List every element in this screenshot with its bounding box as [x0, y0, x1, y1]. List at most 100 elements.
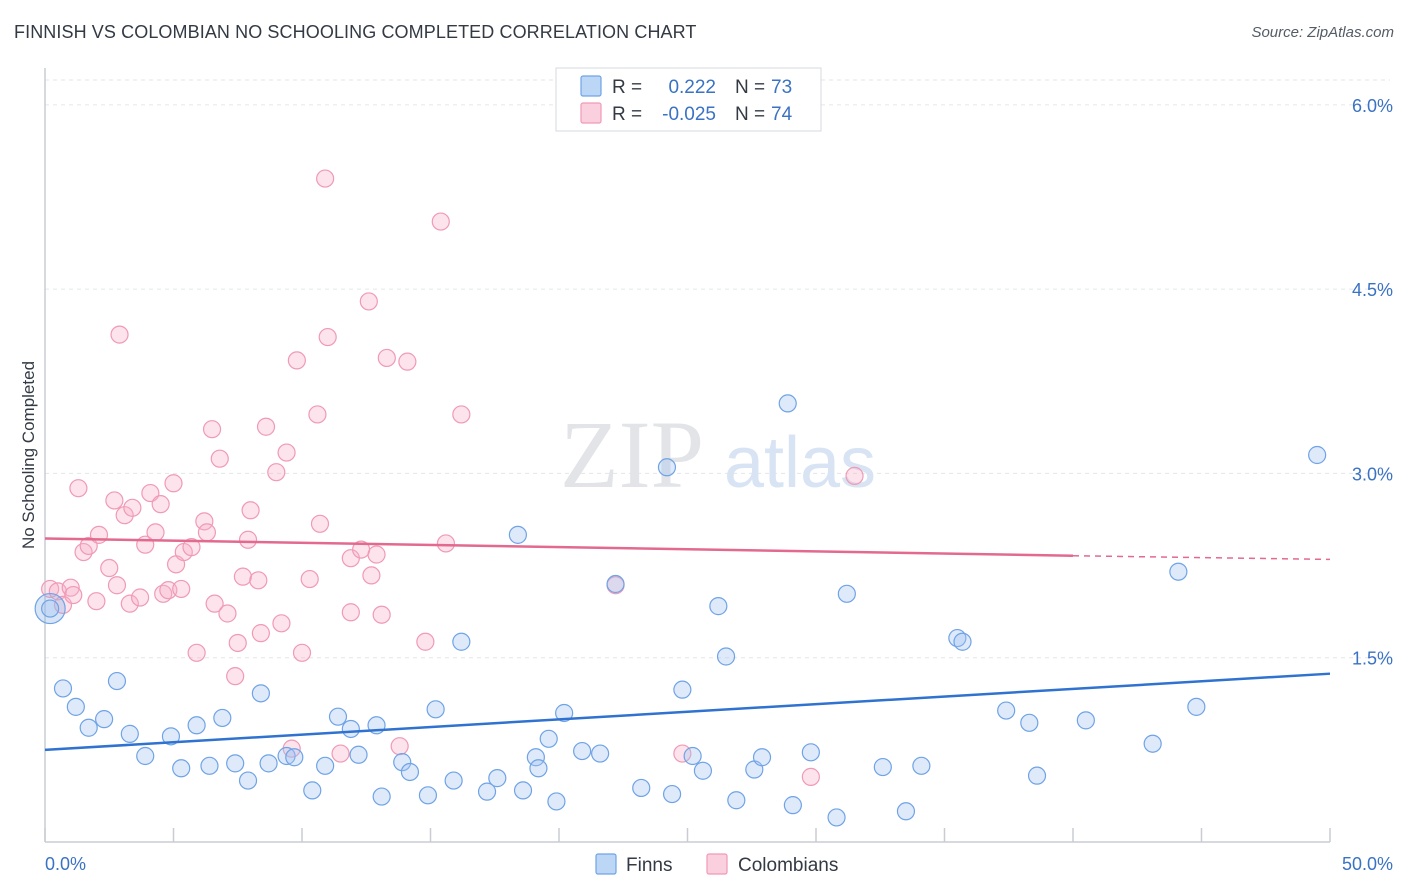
legend-swatch-finns	[580, 75, 602, 97]
colombians-point	[69, 479, 88, 498]
chart-title: FINNISH VS COLOMBIAN NO SCHOOLING COMPLE…	[14, 22, 697, 42]
finns-point	[873, 757, 892, 777]
legend-r-value-colombians: -0.025	[662, 104, 716, 125]
colombians-point	[105, 491, 124, 510]
colombians-points	[41, 169, 864, 786]
legend-bottom: Finns Colombians	[595, 853, 838, 876]
finns-point	[912, 756, 931, 775]
finns-point	[693, 761, 713, 780]
finns-point	[837, 584, 856, 603]
legend-n-value-colombians: 74	[771, 104, 793, 125]
finns-point	[303, 781, 322, 800]
colombians-point	[801, 767, 820, 786]
finns-point	[1308, 445, 1327, 465]
finns-point	[213, 708, 232, 728]
finns-point	[547, 792, 566, 811]
finns-point	[953, 632, 972, 651]
colombians-point	[372, 605, 391, 624]
colombians-point	[123, 498, 142, 517]
y-tick-label: 4.5%	[1352, 280, 1393, 300]
colombians-point	[146, 523, 165, 542]
finns-point	[426, 700, 445, 719]
finns-point	[657, 458, 677, 477]
finns-point	[452, 632, 471, 651]
finns-point	[573, 741, 592, 761]
watermark-zip: ZIP	[560, 401, 704, 508]
legend-bottom-label-colombians: Colombians	[738, 855, 838, 876]
finns-point	[727, 791, 746, 810]
colombians-point	[226, 667, 245, 686]
legend-r-value-finns: 0.222	[668, 77, 716, 98]
colombians-point	[377, 348, 396, 368]
colombians-point	[151, 495, 170, 514]
finns-point	[341, 719, 360, 739]
colombians-point	[164, 474, 183, 493]
chart-source: Source: ZipAtlas.com	[1251, 24, 1394, 41]
finns-point	[200, 756, 219, 775]
colombians-point	[398, 352, 417, 371]
finns-point	[79, 718, 98, 737]
finns-point	[896, 802, 916, 821]
finns-point-cluster	[34, 592, 66, 625]
colombians-point	[300, 569, 319, 589]
colombians-point	[267, 463, 286, 482]
colombians-point	[218, 604, 237, 623]
legend-bottom-label-finns: Finns	[626, 855, 672, 876]
finns-point	[801, 743, 820, 762]
colombians-point	[272, 614, 291, 633]
finns-point	[285, 748, 304, 767]
colombians-point	[318, 327, 337, 347]
colombians-point	[195, 512, 214, 531]
legend-swatch-colombians	[580, 102, 602, 124]
colombians-point	[172, 579, 191, 599]
finns-point	[66, 697, 85, 716]
colombians-point	[249, 571, 268, 590]
finns-point	[508, 525, 527, 544]
finns-point	[632, 778, 651, 798]
colombians-point	[241, 501, 260, 520]
colombians-point	[251, 624, 270, 643]
finns-point	[539, 729, 558, 748]
finns-point	[444, 771, 463, 790]
colombians-point	[100, 558, 119, 578]
finns-point	[526, 748, 545, 767]
legend-r-label-finns: R =	[612, 77, 642, 98]
y-tick-label: 3.0%	[1352, 464, 1393, 484]
colombians-point	[64, 585, 83, 605]
finns-trend-line	[44, 672, 1331, 752]
finns-point	[226, 754, 245, 773]
y-tick-label: 6.0%	[1352, 96, 1393, 116]
colombians-point	[341, 603, 360, 622]
colombians-point	[197, 523, 217, 542]
colombians-point	[310, 514, 330, 533]
legend-top: R = 0.222 N = 73 R = -0.025 N = 74	[555, 67, 822, 132]
legend-n-label-colombians: N =	[735, 104, 765, 125]
finns-point	[349, 745, 368, 764]
legend-r-label-colombians: R =	[612, 104, 642, 125]
colombians-point	[277, 443, 296, 462]
finns-point	[1143, 734, 1162, 753]
colombians-point	[233, 567, 252, 586]
legend-n-value-finns: 73	[771, 77, 792, 98]
finns-point	[328, 707, 348, 726]
legend-bottom-swatch-finns	[595, 853, 617, 875]
finns-point	[683, 746, 702, 766]
colombians-point	[202, 420, 222, 439]
colombians-point	[431, 212, 450, 231]
colombians-point	[210, 449, 229, 468]
finns-point	[709, 597, 728, 616]
colombians-point	[228, 633, 247, 653]
finns-point	[1020, 713, 1039, 732]
watermark-atlas: atlas	[724, 423, 876, 503]
colombians-point	[205, 594, 224, 613]
colombians-point	[287, 351, 306, 370]
colombians-point	[367, 545, 386, 564]
finns-point	[251, 684, 270, 703]
colombians-point	[130, 588, 150, 607]
colombians-point	[308, 405, 327, 424]
finns-point	[400, 762, 420, 782]
colombians-point	[61, 578, 80, 597]
finns-point	[172, 759, 191, 778]
finns-points	[34, 394, 1327, 827]
